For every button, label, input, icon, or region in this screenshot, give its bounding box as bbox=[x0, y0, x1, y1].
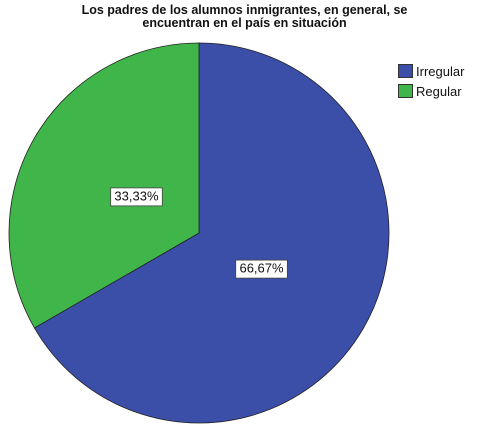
legend-label-irregular: Irregular bbox=[416, 63, 465, 79]
svg-text:66,67%: 66,67% bbox=[239, 261, 284, 276]
legend-swatch-regular bbox=[398, 84, 413, 98]
chart-title-line-1: Los padres de los alumnos inmigrantes, e… bbox=[81, 3, 408, 17]
chart-title: Los padres de los alumnos inmigrantes, e… bbox=[0, 4, 489, 30]
chart-title-line-2: encuentran en el país en situación bbox=[142, 16, 347, 30]
legend: Irregular Regular bbox=[398, 61, 464, 101]
legend-item-regular: Regular bbox=[398, 81, 464, 101]
legend-label-regular: Regular bbox=[416, 83, 462, 99]
legend-swatch-irregular bbox=[398, 64, 413, 78]
data-label-irregular: 66,67% bbox=[235, 259, 288, 279]
legend-item-irregular: Irregular bbox=[398, 61, 464, 81]
pie-slices bbox=[8, 42, 390, 424]
svg-text:33,33%: 33,33% bbox=[114, 188, 159, 203]
data-label-regular: 33,33% bbox=[110, 187, 163, 207]
pie-slice-regular bbox=[8, 42, 200, 329]
pie-slice-irregular bbox=[33, 42, 390, 424]
pie-data-labels: 66,67% 33,33% bbox=[110, 187, 288, 279]
